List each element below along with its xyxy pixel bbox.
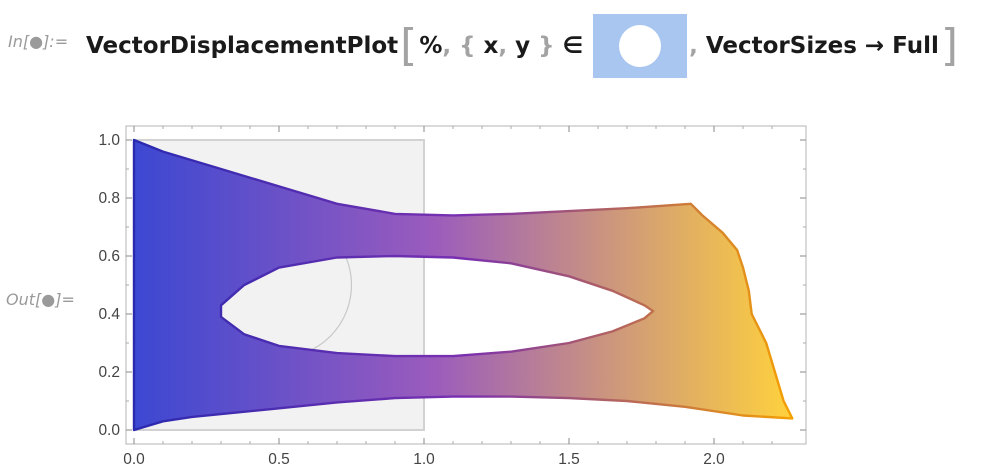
function-name: VectorDisplacementPlot bbox=[86, 33, 399, 59]
y-tick-label: 0.6 bbox=[98, 248, 120, 265]
x-tick-label: 1.5 bbox=[558, 451, 580, 466]
input-expression[interactable]: VectorDisplacementPlot [ % , { x , y } ∈… bbox=[86, 14, 960, 78]
y-tick-label: 0.8 bbox=[98, 190, 120, 207]
var-y: y bbox=[515, 33, 531, 59]
output-cell-label: Out[●]= bbox=[6, 290, 75, 309]
var-x: x bbox=[483, 33, 499, 59]
disk-region-icon[interactable] bbox=[593, 14, 688, 78]
percent-token: % bbox=[419, 33, 443, 59]
element-symbol: ∈ bbox=[562, 33, 584, 59]
x-tick-label: 0.5 bbox=[268, 451, 290, 466]
vector-sizes-option: VectorSizes → Full bbox=[705, 33, 939, 59]
comma-token: , bbox=[442, 33, 452, 59]
comma-token-3: , bbox=[689, 33, 698, 59]
y-tick-label: 0.4 bbox=[98, 306, 120, 323]
close-brace: } bbox=[538, 33, 555, 59]
close-bracket: ] bbox=[940, 20, 959, 71]
comma-token-2: , bbox=[498, 33, 508, 59]
open-brace: { bbox=[459, 33, 476, 59]
displaced-region bbox=[132, 138, 794, 432]
x-tick-label: 2.0 bbox=[703, 451, 725, 466]
y-tick-label: 0.0 bbox=[98, 422, 120, 439]
axis-ticks: 0.0 0.5 1.0 1.5 2.0 0.0 0.2 0.4 0.6 0.8 1.0 bbox=[98, 126, 806, 466]
x-tick-label: 1.0 bbox=[413, 451, 435, 466]
vector-displacement-plot[interactable]: 0.0 0.5 1.0 1.5 2.0 0.0 0.2 0.4 0.6 0.8 1.0 bbox=[70, 118, 810, 466]
disk-shape bbox=[619, 25, 662, 67]
x-tick-label: 0.0 bbox=[123, 451, 145, 466]
open-bracket: [ bbox=[400, 20, 418, 71]
y-tick-label: 0.2 bbox=[98, 364, 120, 381]
y-tick-label: 1.0 bbox=[98, 132, 120, 149]
input-cell-label: In[●]:= bbox=[8, 32, 69, 51]
